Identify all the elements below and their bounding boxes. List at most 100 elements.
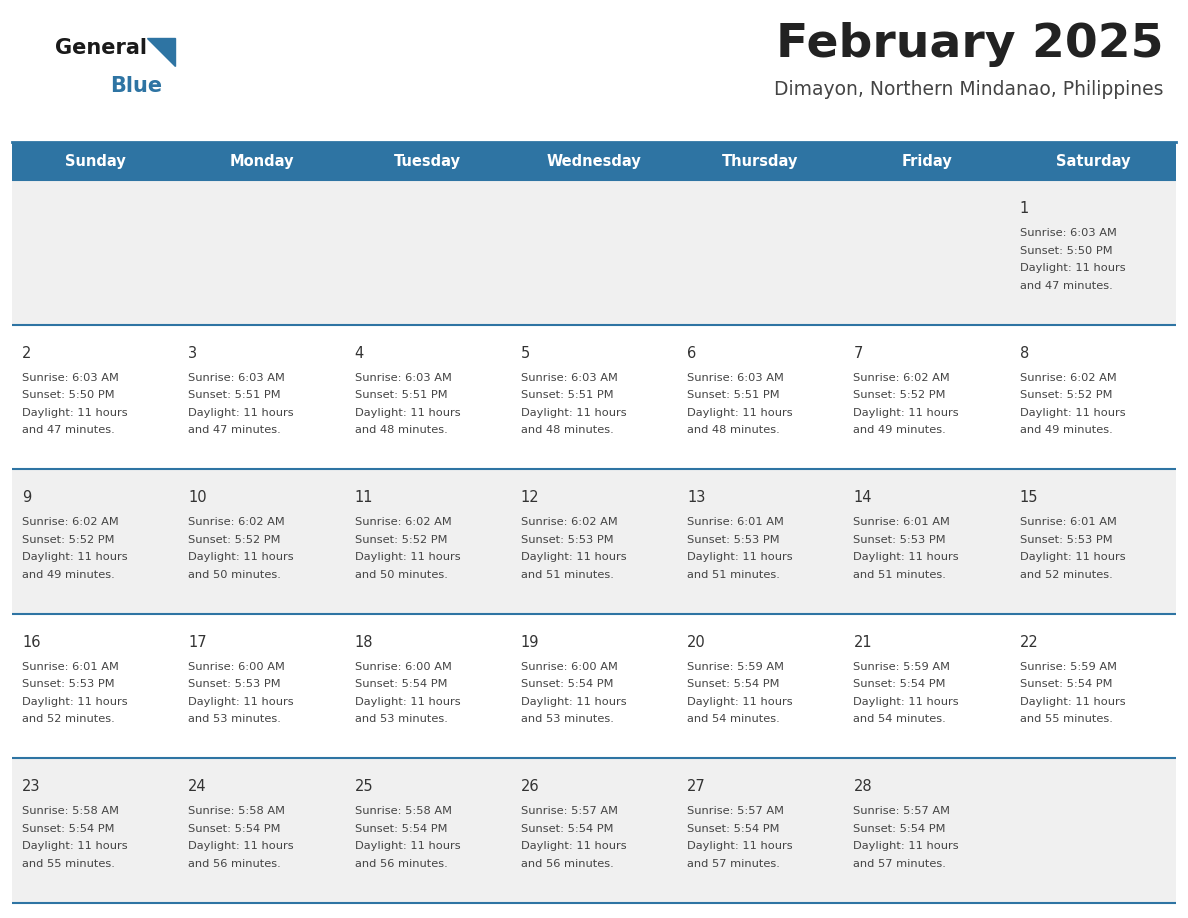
Text: Sunrise: 6:02 AM: Sunrise: 6:02 AM [520,517,618,527]
Text: Daylight: 11 hours: Daylight: 11 hours [520,697,626,707]
Text: and 51 minutes.: and 51 minutes. [520,570,614,579]
Text: Daylight: 11 hours: Daylight: 11 hours [853,697,959,707]
Text: Dimayon, Northern Mindanao, Philippines: Dimayon, Northern Mindanao, Philippines [773,80,1163,99]
Text: Sunrise: 6:02 AM: Sunrise: 6:02 AM [853,373,950,383]
Text: and 49 minutes.: and 49 minutes. [23,570,115,579]
Bar [12,614,1176,758]
Text: 9: 9 [23,490,31,505]
Text: Sunset: 5:54 PM: Sunset: 5:54 PM [354,823,447,834]
Text: Daylight: 11 hours: Daylight: 11 hours [687,842,792,851]
Text: Sunrise: 5:59 AM: Sunrise: 5:59 AM [1019,662,1117,672]
Bar [12,180,1176,325]
Text: 24: 24 [188,779,207,794]
Text: Daylight: 11 hours: Daylight: 11 hours [520,408,626,418]
Text: Sunrise: 6:00 AM: Sunrise: 6:00 AM [354,662,451,672]
Text: Sunset: 5:54 PM: Sunset: 5:54 PM [23,823,114,834]
Text: Sunset: 5:50 PM: Sunset: 5:50 PM [23,390,114,400]
Text: Daylight: 11 hours: Daylight: 11 hours [23,697,127,707]
Text: Sunrise: 6:02 AM: Sunrise: 6:02 AM [23,517,119,527]
Text: Sunrise: 6:01 AM: Sunrise: 6:01 AM [853,517,950,527]
Text: Daylight: 11 hours: Daylight: 11 hours [853,408,959,418]
Text: 21: 21 [853,635,872,650]
Text: Sunset: 5:54 PM: Sunset: 5:54 PM [520,823,613,834]
Text: and 54 minutes.: and 54 minutes. [853,714,946,724]
Text: Thursday: Thursday [722,153,798,169]
Text: Sunset: 5:53 PM: Sunset: 5:53 PM [520,534,613,544]
Text: Sunset: 5:54 PM: Sunset: 5:54 PM [188,823,280,834]
Text: Sunset: 5:53 PM: Sunset: 5:53 PM [188,679,280,689]
Text: Daylight: 11 hours: Daylight: 11 hours [1019,553,1125,562]
Text: Daylight: 11 hours: Daylight: 11 hours [23,842,127,851]
Text: and 55 minutes.: and 55 minutes. [1019,714,1113,724]
Text: 28: 28 [853,779,872,794]
Text: Daylight: 11 hours: Daylight: 11 hours [354,408,460,418]
Text: Sunset: 5:50 PM: Sunset: 5:50 PM [1019,245,1112,255]
Text: Daylight: 11 hours: Daylight: 11 hours [853,553,959,562]
Text: Daylight: 11 hours: Daylight: 11 hours [188,842,293,851]
Bar [12,469,1176,614]
Text: and 53 minutes.: and 53 minutes. [520,714,614,724]
Text: Daylight: 11 hours: Daylight: 11 hours [23,408,127,418]
Text: 6: 6 [687,345,696,361]
Text: Friday: Friday [902,153,952,169]
Text: and 52 minutes.: and 52 minutes. [23,714,115,724]
Text: Sunset: 5:51 PM: Sunset: 5:51 PM [188,390,280,400]
Text: 18: 18 [354,635,373,650]
Text: Daylight: 11 hours: Daylight: 11 hours [354,553,460,562]
Text: and 56 minutes.: and 56 minutes. [520,859,614,869]
Text: and 56 minutes.: and 56 minutes. [354,859,448,869]
Text: Sunset: 5:54 PM: Sunset: 5:54 PM [520,679,613,689]
Text: Sunset: 5:52 PM: Sunset: 5:52 PM [188,534,280,544]
Text: Daylight: 11 hours: Daylight: 11 hours [354,697,460,707]
Text: and 51 minutes.: and 51 minutes. [687,570,781,579]
Text: Daylight: 11 hours: Daylight: 11 hours [520,553,626,562]
Text: Sunrise: 6:03 AM: Sunrise: 6:03 AM [1019,228,1117,238]
Text: 15: 15 [1019,490,1038,505]
Text: General: General [55,38,147,58]
Text: 13: 13 [687,490,706,505]
Text: Daylight: 11 hours: Daylight: 11 hours [687,553,792,562]
Text: Sunrise: 6:00 AM: Sunrise: 6:00 AM [188,662,285,672]
Text: and 48 minutes.: and 48 minutes. [687,425,779,435]
Text: and 57 minutes.: and 57 minutes. [853,859,947,869]
Text: Sunrise: 6:01 AM: Sunrise: 6:01 AM [687,517,784,527]
Bar [12,325,1176,469]
Text: and 52 minutes.: and 52 minutes. [1019,570,1112,579]
Text: 22: 22 [1019,635,1038,650]
Text: Sunrise: 5:58 AM: Sunrise: 5:58 AM [354,806,451,816]
Text: Wednesday: Wednesday [546,153,642,169]
Text: 3: 3 [188,345,197,361]
Text: Sunset: 5:53 PM: Sunset: 5:53 PM [23,679,114,689]
Bar [12,758,1176,903]
Text: 5: 5 [520,345,530,361]
Text: Sunrise: 5:58 AM: Sunrise: 5:58 AM [188,806,285,816]
Text: Daylight: 11 hours: Daylight: 11 hours [687,408,792,418]
Text: 11: 11 [354,490,373,505]
Text: Sunrise: 6:03 AM: Sunrise: 6:03 AM [23,373,119,383]
Text: Sunset: 5:52 PM: Sunset: 5:52 PM [354,534,447,544]
Text: Sunset: 5:54 PM: Sunset: 5:54 PM [354,679,447,689]
Text: Sunrise: 6:02 AM: Sunrise: 6:02 AM [1019,373,1117,383]
Text: Sunrise: 6:03 AM: Sunrise: 6:03 AM [520,373,618,383]
Text: Sunrise: 6:03 AM: Sunrise: 6:03 AM [188,373,285,383]
Text: Daylight: 11 hours: Daylight: 11 hours [188,697,293,707]
Text: Daylight: 11 hours: Daylight: 11 hours [188,553,293,562]
Text: and 50 minutes.: and 50 minutes. [188,570,282,579]
Text: and 47 minutes.: and 47 minutes. [1019,281,1112,290]
Text: Sunset: 5:54 PM: Sunset: 5:54 PM [1019,679,1112,689]
Text: Sunrise: 5:57 AM: Sunrise: 5:57 AM [853,806,950,816]
Text: 10: 10 [188,490,207,505]
Text: 8: 8 [1019,345,1029,361]
Text: and 53 minutes.: and 53 minutes. [354,714,448,724]
Text: Sunrise: 5:58 AM: Sunrise: 5:58 AM [23,806,119,816]
Text: Sunset: 5:53 PM: Sunset: 5:53 PM [687,534,779,544]
Text: and 57 minutes.: and 57 minutes. [687,859,781,869]
Text: 26: 26 [520,779,539,794]
Text: and 51 minutes.: and 51 minutes. [853,570,947,579]
Text: 23: 23 [23,779,40,794]
Text: Sunset: 5:54 PM: Sunset: 5:54 PM [853,679,946,689]
Text: February 2025: February 2025 [776,22,1163,67]
Text: Sunrise: 6:02 AM: Sunrise: 6:02 AM [354,517,451,527]
Text: and 49 minutes.: and 49 minutes. [1019,425,1112,435]
Text: Sunrise: 6:01 AM: Sunrise: 6:01 AM [1019,517,1117,527]
